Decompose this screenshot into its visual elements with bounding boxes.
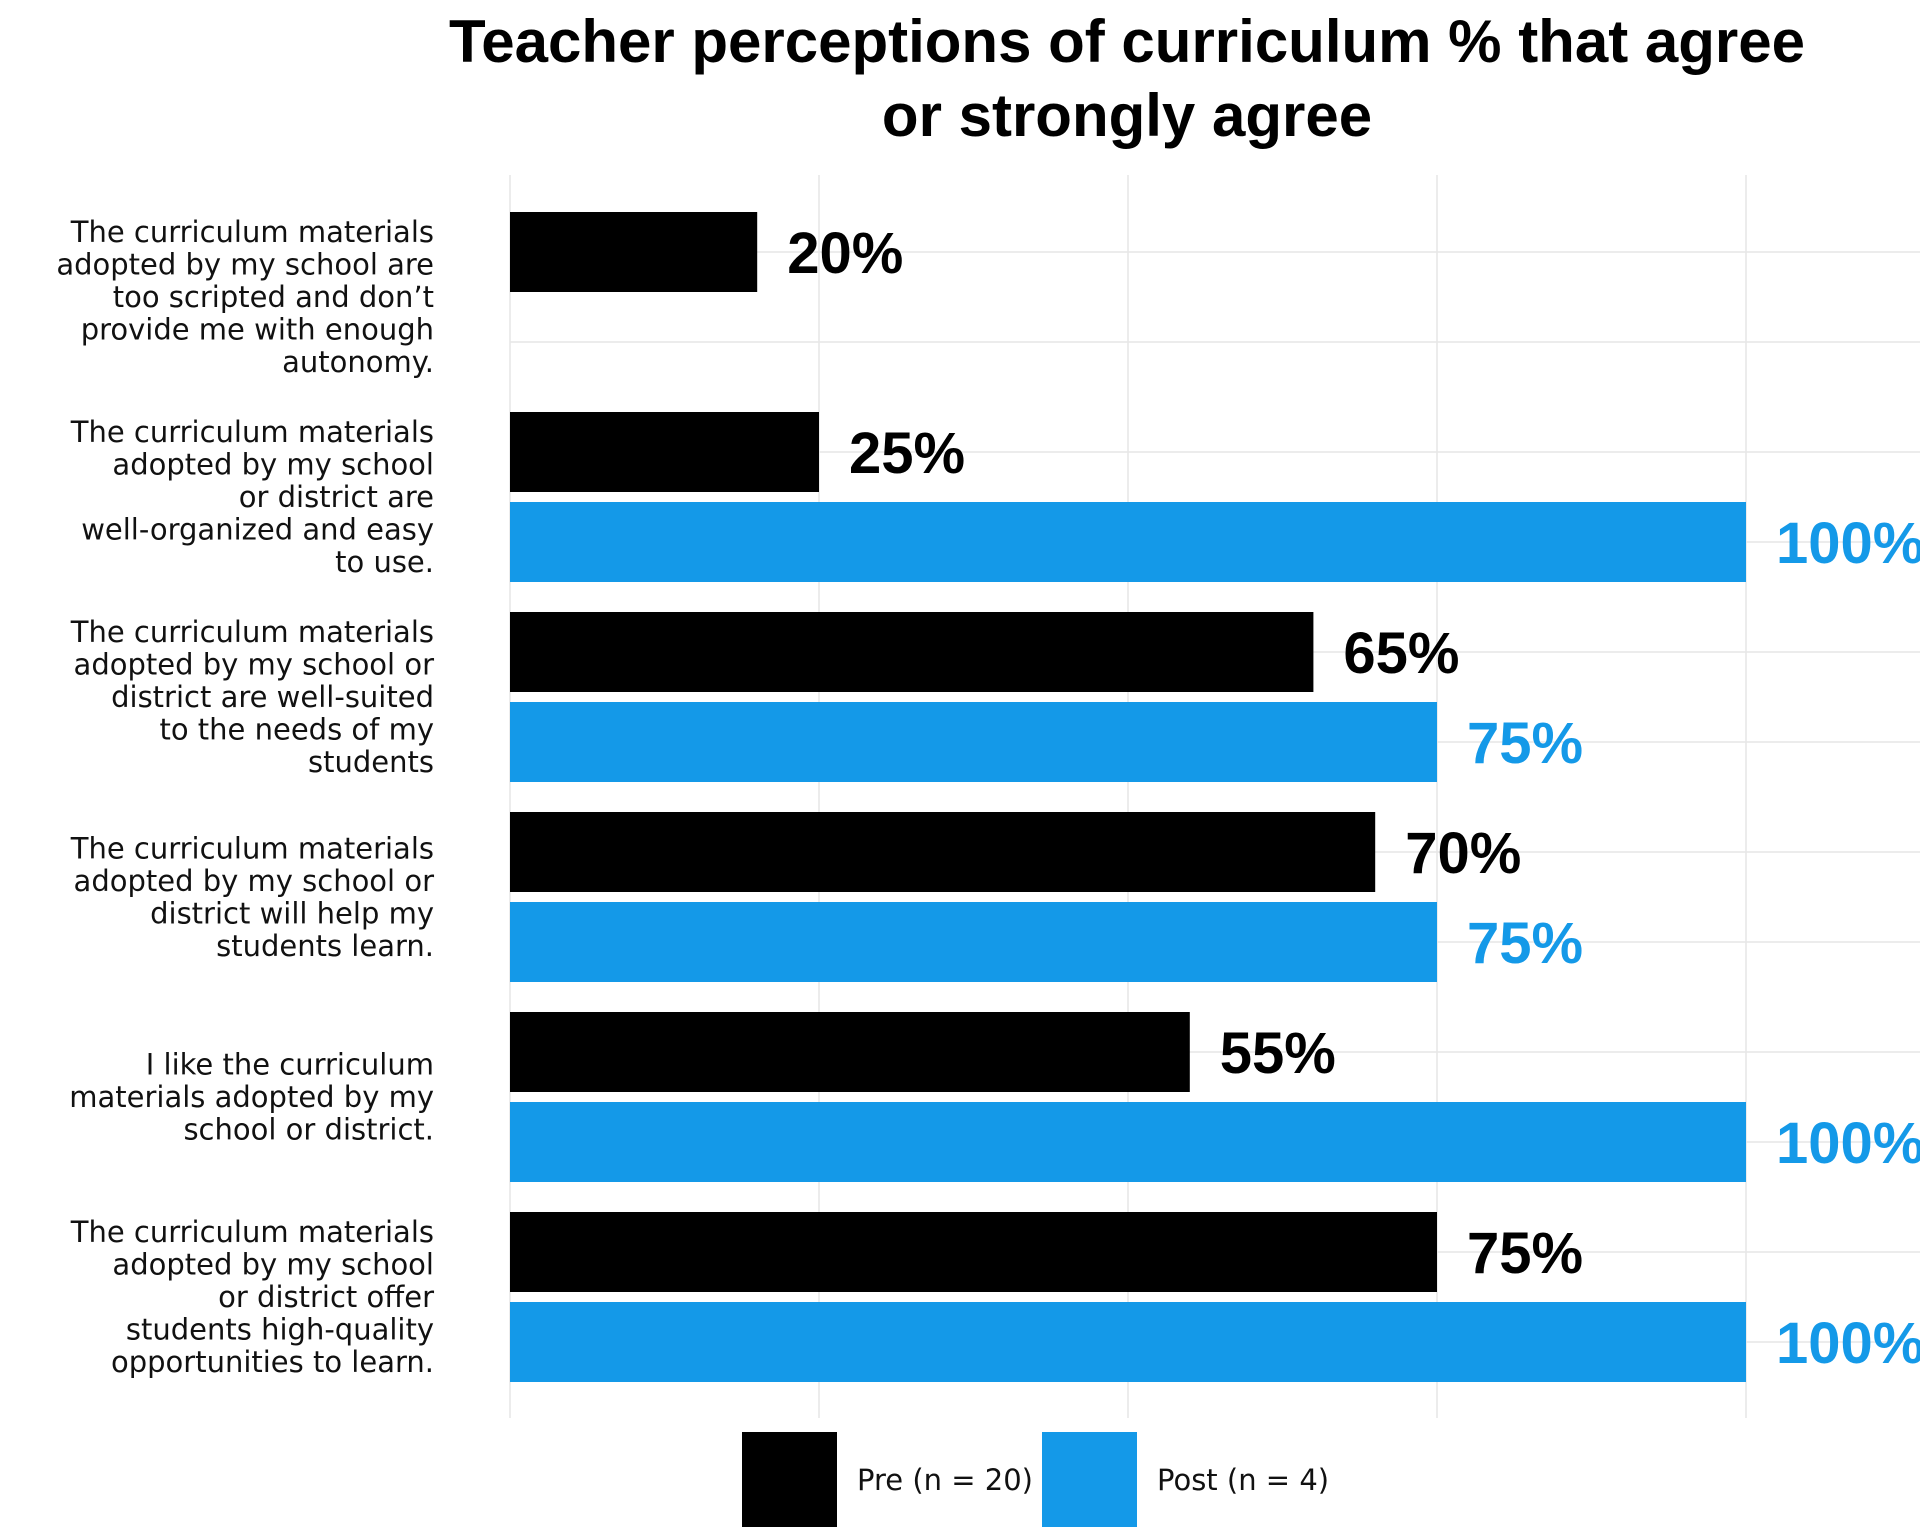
legend-swatch (1042, 1432, 1137, 1527)
value-label-pre: 65% (1343, 621, 1459, 686)
category-label-line: well-organized and easy (81, 513, 434, 547)
category-label-line: students high-quality (126, 1313, 434, 1347)
bar-pre (510, 1012, 1190, 1092)
category-label-line: opportunities to learn. (111, 1345, 434, 1379)
category-label-line: or district offer (218, 1280, 434, 1314)
category-label-line: district will help my (150, 896, 434, 930)
category-label: The curriculum materials adopted by my sc… (70, 1215, 434, 1379)
category-label-line: or district are (239, 480, 434, 514)
category-label-line: to the needs of my (159, 713, 434, 747)
category-labels: The curriculum materials adopted by my sc… (56, 215, 434, 1379)
chart-title-line-1: Teacher perceptions of curriculum % that… (449, 8, 1805, 75)
category-label-line: I like the curriculum (146, 1048, 434, 1082)
chart-title-line-2: or strongly agree (882, 82, 1372, 149)
value-label-pre: 75% (1467, 1221, 1583, 1286)
value-labels: 20% 25% 65% 70% 55% 75% 100% 75% 75% 100% 100% (787, 221, 1920, 1376)
value-label-pre: 55% (1220, 1021, 1336, 1086)
value-label-pre: 20% (787, 221, 903, 286)
category-label-line: adopted by my school or (74, 864, 435, 898)
category-label-line: adopted by my school or (74, 648, 435, 682)
value-label-post: 75% (1467, 911, 1583, 976)
category-label-line: The curriculum materials (70, 215, 434, 249)
value-label-post: 75% (1467, 711, 1583, 776)
category-label-line: school or district. (183, 1113, 434, 1147)
value-label-pre: 25% (849, 421, 965, 486)
category-label-line: provide me with enough (81, 313, 434, 347)
category-label: The curriculum materials adopted by my sc… (70, 831, 434, 963)
bar-pre (510, 412, 819, 492)
category-label-line: adopted by my school (112, 448, 434, 482)
category-label: The curriculum materials adopted by my sc… (70, 615, 434, 779)
value-label-post: 100% (1776, 511, 1920, 576)
bar-pre (510, 812, 1376, 892)
legend-label: Post (n = 4) (1157, 1463, 1329, 1497)
category-label-line: district are well-suited (111, 680, 434, 714)
legend-swatch (742, 1432, 837, 1527)
category-label-line: to use. (335, 545, 434, 579)
category-label-line: too scripted and don’t (113, 280, 434, 314)
value-label-post: 100% (1776, 1111, 1920, 1176)
category-label-line: adopted by my school are (56, 248, 434, 282)
bar-post (510, 502, 1746, 582)
category-label-line: The curriculum materials (70, 615, 434, 649)
category-label: I like the curriculum materials adopted b… (69, 1048, 434, 1147)
legend-label: Pre (n = 20) (857, 1463, 1033, 1497)
category-label-line: students (308, 745, 434, 779)
value-label-post: 100% (1776, 1311, 1920, 1376)
category-label-line: materials adopted by my (69, 1080, 434, 1114)
bar-post (510, 1302, 1746, 1382)
bar-pre (510, 212, 758, 292)
bar-post (510, 702, 1437, 782)
category-label-line: The curriculum materials (70, 1215, 434, 1249)
category-label-line: The curriculum materials (70, 831, 434, 865)
category-label: The curriculum materials adopted by my sc… (56, 215, 434, 379)
value-label-pre: 70% (1405, 821, 1521, 886)
bars (510, 212, 1746, 1382)
category-label: The curriculum materials adopted by my sc… (70, 415, 434, 579)
bar-pre (510, 1212, 1437, 1292)
category-label-line: autonomy. (282, 345, 434, 379)
bar-pre (510, 612, 1314, 692)
legend: Pre (n = 20) Post (n = 4) (742, 1432, 1329, 1527)
category-label-line: students learn. (216, 929, 434, 963)
category-label-line: adopted by my school (112, 1248, 434, 1282)
bar-post (510, 1102, 1746, 1182)
category-label-line: The curriculum materials (70, 415, 434, 449)
bar-post (510, 902, 1437, 982)
